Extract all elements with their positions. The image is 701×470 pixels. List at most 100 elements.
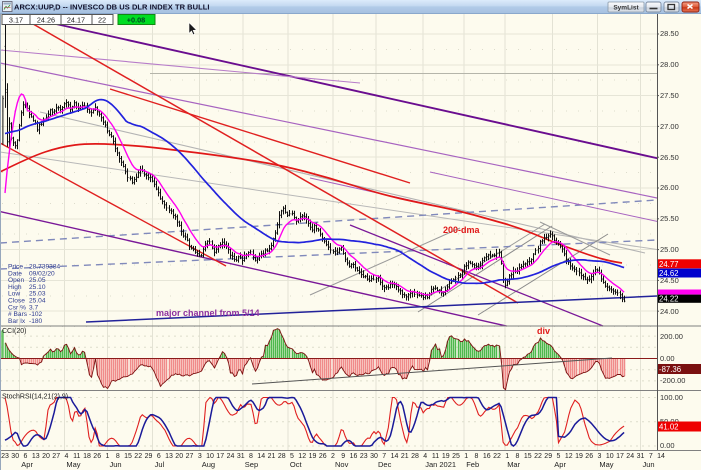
svg-text:Mar: Mar [507, 460, 520, 469]
svg-text:28.00: 28.00 [660, 60, 679, 69]
svg-text:10: 10 [606, 453, 614, 460]
svg-text:15: 15 [124, 453, 132, 460]
svg-text:Oct: Oct [290, 460, 303, 469]
svg-text:8: 8 [516, 453, 520, 460]
svg-text:16: 16 [483, 453, 491, 460]
svg-text:200-dma: 200-dma [443, 225, 481, 235]
svg-text:41.02: 41.02 [659, 422, 679, 431]
svg-text:22: 22 [493, 453, 501, 460]
svg-text:Apr: Apr [554, 460, 566, 469]
svg-text:Low: Low [8, 291, 20, 298]
svg-text:30: 30 [370, 453, 378, 460]
svg-text:8: 8 [249, 453, 253, 460]
svg-text:24.50: 24.50 [660, 276, 679, 285]
svg-text:0.00: 0.00 [660, 354, 675, 363]
svg-text:4: 4 [423, 453, 427, 460]
svg-text:5: 5 [557, 453, 561, 460]
svg-text:SymList: SymList [613, 5, 639, 12]
svg-text:Date: Date [8, 270, 22, 277]
svg-text:1: 1 [505, 453, 509, 460]
svg-text:16: 16 [350, 453, 358, 460]
svg-text:24.62: 24.62 [659, 269, 679, 278]
svg-text:1: 1 [464, 453, 468, 460]
svg-text:Feb: Feb [466, 460, 479, 469]
svg-text:7: 7 [382, 453, 386, 460]
svg-text:24.00: 24.00 [660, 307, 679, 316]
svg-text:26.00: 26.00 [660, 183, 679, 192]
svg-text:21: 21 [401, 453, 409, 460]
svg-text:28: 28 [411, 453, 419, 460]
svg-text:27.00: 27.00 [660, 122, 679, 131]
svg-text:May: May [599, 460, 613, 469]
svg-text:29: 29 [544, 453, 552, 460]
svg-text:6: 6 [24, 453, 28, 460]
svg-text:-102: -102 [29, 311, 43, 318]
svg-text:22: 22 [534, 453, 542, 460]
svg-text:25.00: 25.00 [660, 245, 679, 254]
svg-text:24: 24 [626, 453, 634, 460]
svg-text:1: 1 [106, 453, 110, 460]
svg-text:09/02/20: 09/02/20 [29, 270, 55, 277]
svg-text:20: 20 [42, 453, 50, 460]
svg-text:200.00: 200.00 [660, 332, 683, 341]
svg-text:# Bars: # Bars [8, 311, 28, 318]
svg-text:25.03: 25.03 [29, 291, 46, 298]
svg-text:15: 15 [524, 453, 532, 460]
svg-text:19: 19 [309, 453, 317, 460]
svg-text:Jul: Jul [155, 460, 165, 469]
svg-text:3: 3 [598, 453, 602, 460]
svg-text:13: 13 [165, 453, 173, 460]
svg-text:-200.00: -200.00 [660, 376, 685, 385]
svg-text:Nov: Nov [335, 460, 349, 469]
svg-text:26.50: 26.50 [660, 153, 679, 162]
svg-text:11: 11 [73, 453, 80, 460]
svg-text:25: 25 [452, 453, 460, 460]
svg-text:25.50: 25.50 [660, 214, 679, 223]
svg-text:23: 23 [1, 453, 9, 460]
svg-text:Apr: Apr [21, 460, 33, 469]
svg-text:12: 12 [565, 453, 573, 460]
svg-text:Jan 2021: Jan 2021 [425, 460, 456, 469]
svg-text:Jun: Jun [110, 460, 122, 469]
svg-text:28: 28 [278, 453, 286, 460]
svg-text:20: 20 [175, 453, 183, 460]
svg-text:8: 8 [475, 453, 479, 460]
svg-text:May: May [66, 460, 80, 469]
svg-text:3: 3 [198, 453, 202, 460]
svg-text:High: High [8, 284, 22, 291]
svg-text:24.17: 24.17 [67, 15, 85, 24]
svg-text:6: 6 [157, 453, 161, 460]
svg-text:3.17: 3.17 [9, 15, 23, 24]
svg-text:major channel from 5/14: major channel from 5/14 [156, 308, 260, 318]
svg-text:24: 24 [227, 453, 235, 460]
svg-text:25.05: 25.05 [29, 277, 46, 284]
svg-text:18: 18 [83, 453, 91, 460]
svg-text:21: 21 [268, 453, 276, 460]
svg-text:Aug: Aug [202, 460, 215, 469]
svg-text:26: 26 [585, 453, 593, 460]
svg-text:17: 17 [216, 453, 224, 460]
svg-text:31: 31 [637, 453, 645, 460]
svg-text:28.50: 28.50 [660, 29, 679, 38]
svg-text:11: 11 [432, 453, 439, 460]
svg-text:4: 4 [65, 453, 69, 460]
svg-text:Price: Price [8, 264, 23, 271]
svg-text:12: 12 [298, 453, 306, 460]
svg-text:26: 26 [93, 453, 101, 460]
svg-text:24.22: 24.22 [659, 294, 679, 303]
svg-text:+0.08: +0.08 [127, 15, 145, 24]
svg-text:Close: Close [8, 298, 25, 305]
svg-text:9: 9 [341, 453, 345, 460]
svg-text:div: div [537, 326, 550, 336]
svg-text:2: 2 [331, 453, 335, 460]
svg-text:-180: -180 [29, 318, 43, 325]
svg-text:30: 30 [11, 453, 19, 460]
svg-text:8: 8 [116, 453, 120, 460]
svg-text:3.7: 3.7 [29, 304, 38, 311]
svg-text:-87.36: -87.36 [659, 365, 681, 374]
svg-text:23: 23 [360, 453, 368, 460]
svg-text:0.00: 0.00 [660, 441, 675, 450]
svg-text:27.50: 27.50 [660, 91, 679, 100]
svg-text:27: 27 [186, 453, 194, 460]
svg-text:26: 26 [319, 453, 327, 460]
